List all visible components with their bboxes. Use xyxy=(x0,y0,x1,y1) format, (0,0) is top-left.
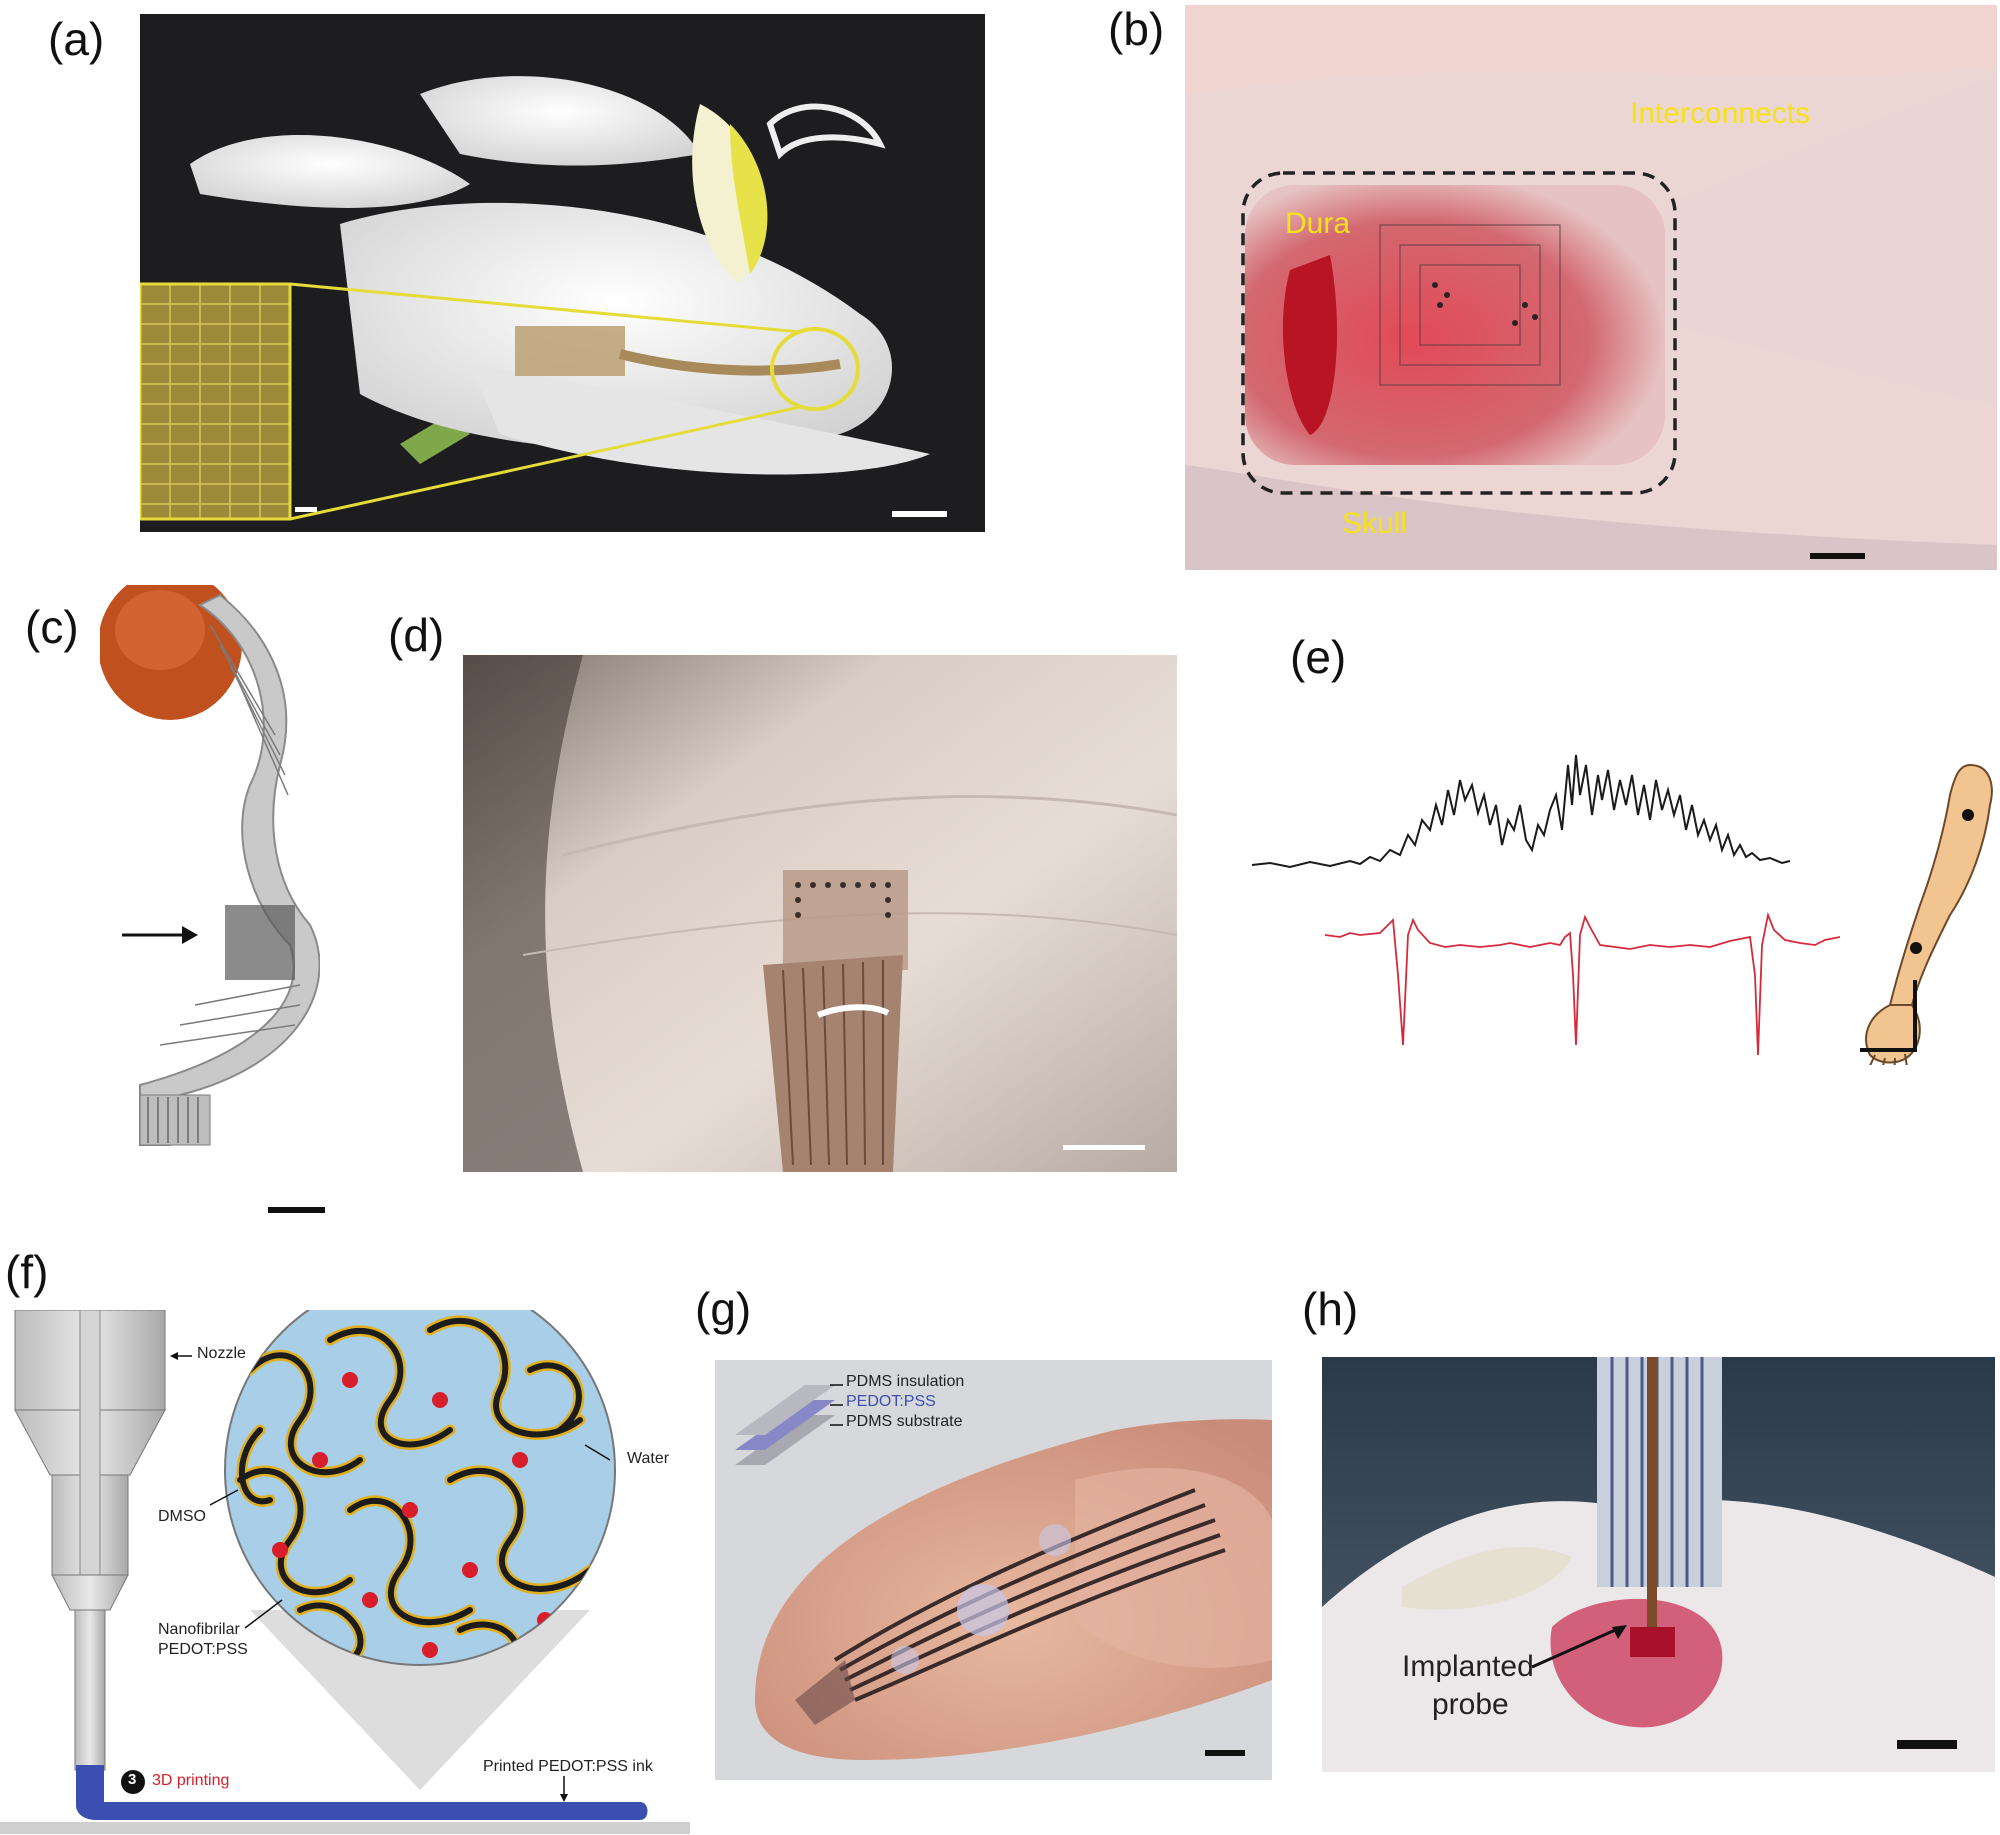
label-nanofibrilar-2: PEDOT:PSS xyxy=(158,1641,248,1658)
label-probe: probe xyxy=(1432,1688,1509,1721)
panel-e-traces xyxy=(1251,754,1993,1065)
panel-label-c: (c) xyxy=(25,601,79,653)
label-pdms-substrate: PDMS substrate xyxy=(846,1413,963,1430)
label-nozzle: Nozzle xyxy=(197,1345,246,1362)
label-interconnects: Interconnects xyxy=(1630,97,1811,130)
label-3d-printing: 3D printing xyxy=(152,1772,230,1789)
panel-b-photo xyxy=(1185,5,1997,570)
ecg-trace xyxy=(1324,911,1841,1056)
panel-label-h: (h) xyxy=(1302,1283,1359,1335)
step-number: 3 xyxy=(128,1771,137,1788)
panel-label-e: (e) xyxy=(1290,631,1347,683)
label-implanted: Implanted xyxy=(1402,1650,1534,1683)
scale-bar-c xyxy=(268,1207,325,1213)
panel-f-diagram xyxy=(0,1310,690,1834)
panel-label-a: (a) xyxy=(48,13,105,65)
label-dura: Dura xyxy=(1285,207,1351,240)
panel-a-photo xyxy=(140,14,985,532)
panel-label-d: (d) xyxy=(388,609,445,661)
panel-g-photo xyxy=(715,1360,1272,1780)
panel-h-photo xyxy=(1322,1357,1995,1772)
label-skull: Skull xyxy=(1342,507,1408,540)
panel-label-f: (f) xyxy=(5,1246,49,1298)
label-nanofibrilar-1: Nanofibrilar xyxy=(158,1621,240,1638)
label-printed-ink: Printed PEDOT:PSS ink xyxy=(483,1758,653,1775)
label-pdms-insulation: PDMS insulation xyxy=(846,1373,965,1390)
panel-label-b: (b) xyxy=(1108,3,1165,55)
arrow-icon xyxy=(122,926,198,944)
panel-d-photo xyxy=(463,655,1177,1172)
label-pedot-pss: PEDOT:PSS xyxy=(846,1393,936,1410)
arm-illustration xyxy=(1865,763,1993,1065)
panel-c-photo xyxy=(100,585,320,1165)
panel-label-g: (g) xyxy=(695,1283,752,1335)
emg-trace xyxy=(1251,754,1791,869)
label-water: Water xyxy=(627,1450,670,1467)
label-dmso: DMSO xyxy=(158,1508,206,1525)
